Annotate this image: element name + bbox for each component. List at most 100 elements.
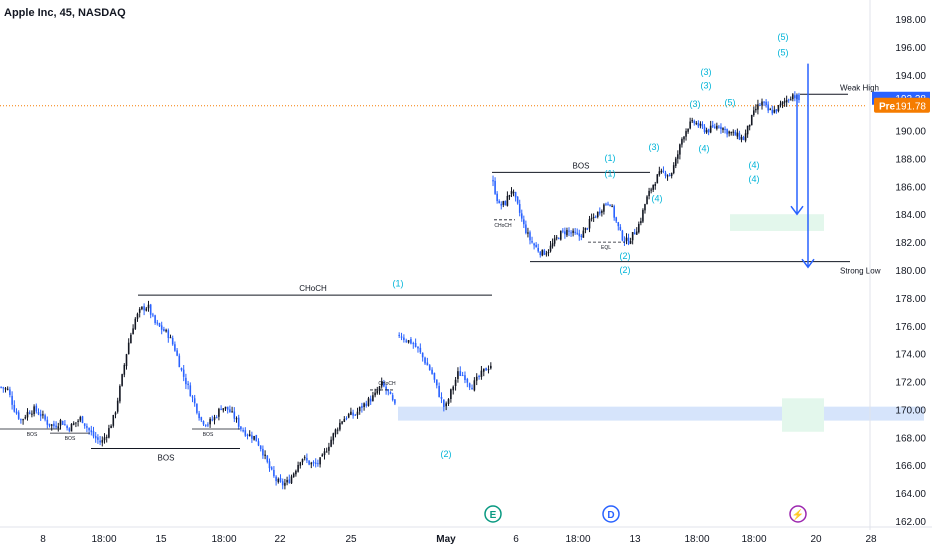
- candle-body: [615, 217, 618, 222]
- candle-body: [740, 136, 743, 140]
- candle-body: [693, 120, 696, 124]
- candle-body: [730, 132, 733, 134]
- candle-body: [502, 201, 505, 205]
- candle-body: [508, 194, 511, 197]
- candle-body: [445, 403, 447, 407]
- candle-body: [220, 408, 222, 410]
- candle-body: [775, 109, 778, 112]
- candle-body: [81, 416, 84, 423]
- candle-body: [125, 354, 128, 367]
- candle-body: [440, 396, 443, 399]
- y-tick-label: 168.00: [895, 433, 926, 444]
- candle-body: [757, 104, 759, 110]
- candle-body: [668, 175, 671, 177]
- candle-body: [279, 477, 282, 482]
- candle-body: [607, 203, 609, 205]
- candle-body: [666, 175, 669, 177]
- candle-body: [759, 104, 761, 106]
- wave-label: (1): [393, 279, 404, 289]
- candle-body: [75, 422, 77, 424]
- wave-label: (4): [652, 194, 663, 204]
- x-tick-label: 18:00: [211, 534, 236, 545]
- candle-body: [143, 306, 145, 311]
- candle-body: [683, 136, 685, 140]
- candle-body: [459, 371, 462, 376]
- candle-body: [248, 434, 251, 437]
- split-marker-label: ⚡: [792, 508, 804, 521]
- y-tick-label: 190.00: [895, 127, 926, 138]
- candle-body: [319, 457, 321, 465]
- candle-body: [15, 411, 18, 414]
- candle-body: [31, 413, 33, 415]
- candle-body: [572, 230, 574, 233]
- candle-body: [541, 249, 544, 256]
- candle-body: [374, 392, 376, 396]
- candle-body: [537, 247, 539, 252]
- candle-body: [292, 473, 295, 478]
- y-tick-label: 198.00: [895, 15, 926, 26]
- candle-body: [767, 104, 769, 111]
- candle-body: [609, 204, 611, 207]
- candle-body: [787, 99, 790, 101]
- candle-body: [638, 223, 640, 233]
- pre-label: Pre: [879, 102, 896, 113]
- dividend-marker-icon[interactable]: [602, 505, 620, 523]
- candle-body: [182, 369, 185, 377]
- candle-body: [310, 462, 313, 465]
- candle-body: [506, 195, 509, 206]
- candle-body: [720, 126, 722, 129]
- wave-label: (3): [701, 67, 712, 77]
- candle-body: [6, 388, 9, 390]
- candle-body: [108, 428, 110, 438]
- candle-body: [275, 476, 277, 482]
- dividend-marker-label: D: [607, 510, 614, 521]
- candle-body: [57, 426, 60, 429]
- split-marker-icon[interactable]: [789, 505, 807, 523]
- candle-body: [356, 411, 359, 416]
- candle-body: [450, 389, 452, 399]
- x-tick-label: 20: [810, 534, 822, 545]
- candle-body: [158, 323, 161, 327]
- candle-body: [103, 437, 106, 441]
- candle-body: [22, 419, 24, 421]
- candle-body: [568, 230, 570, 232]
- candle-body: [284, 482, 286, 486]
- candle-body: [224, 406, 227, 409]
- arrow-head: [801, 258, 815, 269]
- candle-body: [312, 462, 315, 464]
- candle-body: [44, 415, 46, 420]
- candle-body: [531, 241, 533, 243]
- candle-body: [376, 390, 379, 394]
- candle-body: [658, 171, 661, 175]
- candle-body: [211, 419, 214, 421]
- candle-body: [761, 101, 763, 106]
- candle-body: [718, 126, 720, 128]
- candle-body: [485, 368, 487, 371]
- candle-body: [627, 237, 630, 245]
- candle-body: [343, 418, 346, 423]
- candle-body: [588, 218, 591, 229]
- candle-body: [633, 232, 636, 235]
- wave-label: (4): [699, 143, 710, 153]
- candle-body: [385, 386, 387, 391]
- candle-body: [529, 232, 531, 241]
- y-tick-label: 194.00: [895, 71, 926, 82]
- candle-body: [798, 94, 800, 101]
- candle-body: [562, 230, 564, 232]
- x-tick-label: 8: [40, 534, 46, 545]
- structure-label: EQL: [601, 245, 611, 251]
- candle-body: [794, 95, 796, 99]
- candle-body: [11, 395, 13, 405]
- candle-body: [703, 126, 706, 133]
- earnings-marker-icon[interactable]: [484, 505, 502, 523]
- candle-body: [438, 385, 440, 397]
- candle-body: [72, 423, 75, 425]
- candle-body: [165, 329, 167, 332]
- candle-body: [64, 424, 66, 426]
- candle-body: [398, 334, 400, 336]
- candle-body: [738, 133, 741, 140]
- candle-body: [152, 314, 154, 316]
- candle-body: [662, 170, 665, 172]
